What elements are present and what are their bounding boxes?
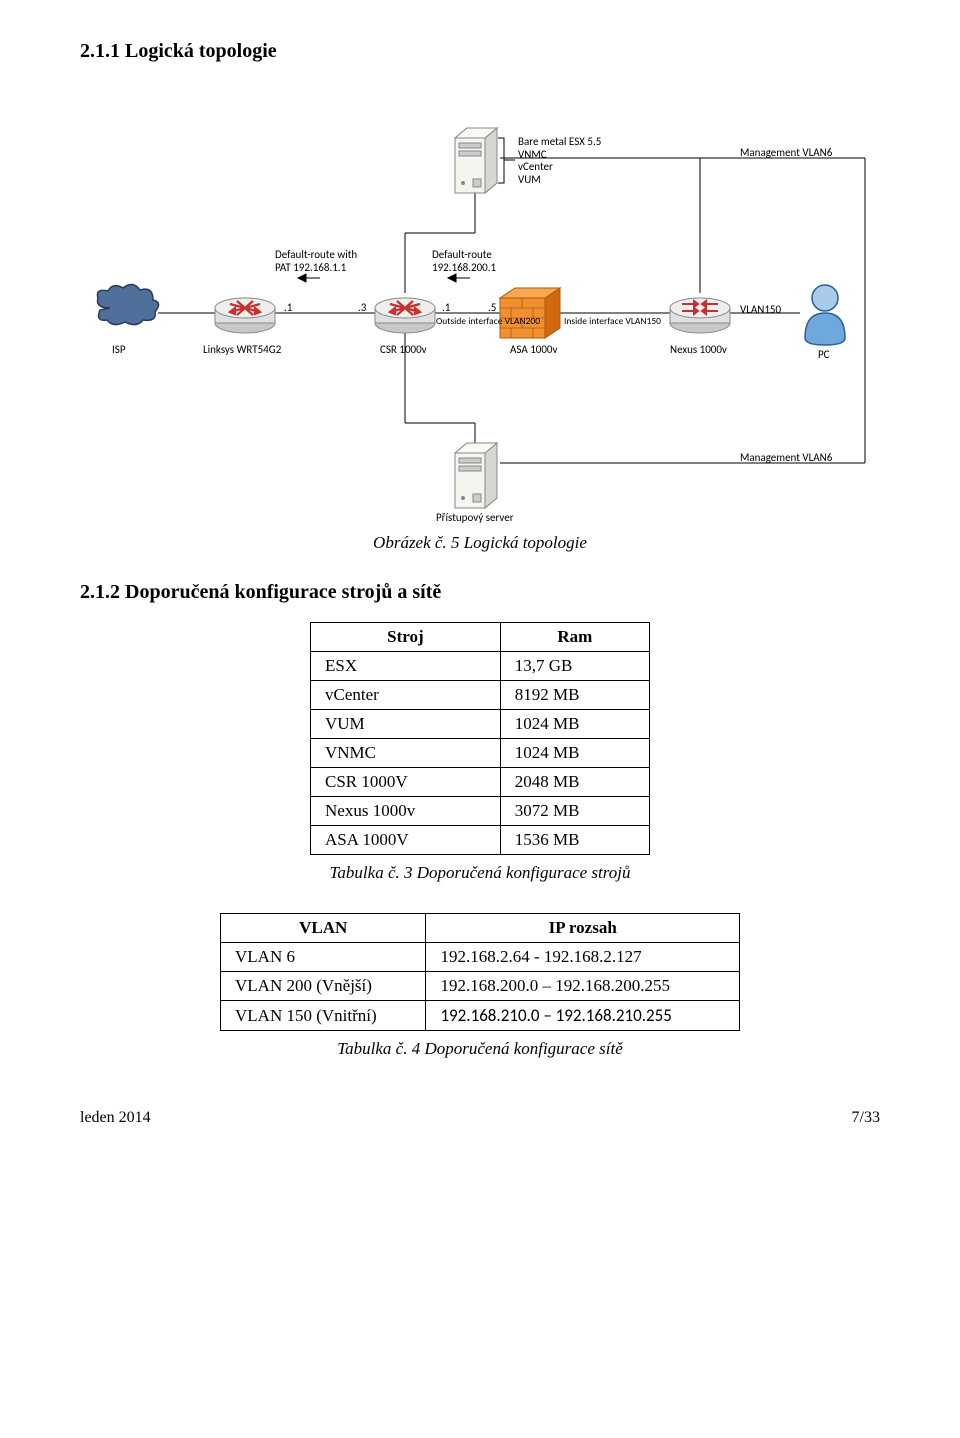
table-header: Stroj — [311, 623, 501, 652]
label-d3: .3 — [358, 301, 366, 314]
table-cell: VLAN 6 — [221, 943, 426, 972]
table2-caption: Tabulka č. 4 Doporučená konfigurace sítě — [80, 1039, 880, 1059]
label-d1: .1 — [284, 301, 292, 314]
label-pc: PC — [818, 348, 830, 361]
table-cell: 192.168.200.0 – 192.168.200.255 — [426, 972, 740, 1001]
table-cell: ASA 1000V — [311, 826, 501, 855]
label-asa: ASA 1000v — [510, 343, 557, 356]
table-cell: VNMC — [311, 739, 501, 768]
table-vlan-config: VLAN IP rozsah VLAN 6192.168.2.64 - 192.… — [220, 913, 740, 1031]
label-nexus: Nexus 1000v — [670, 343, 727, 356]
table-cell: 192.168.210.0 – 192.168.210.255 — [426, 1001, 740, 1031]
footer-date: leden 2014 — [80, 1109, 151, 1127]
table-cell: 192.168.2.64 - 192.168.2.127 — [426, 943, 740, 972]
topology-diagram: ISP Linksys WRT54G2 CSR 1000v ASA 1000v … — [80, 83, 880, 523]
table-cell: 3072 MB — [500, 797, 649, 826]
label-server-stack: Bare metal ESX 5.5 VNMC vCenter VUM — [518, 136, 601, 187]
table-cell: vCenter — [311, 681, 501, 710]
table-cell: ESX — [311, 652, 501, 681]
label-isp: ISP — [112, 343, 126, 356]
label-access-server: Přístupový server — [436, 511, 514, 524]
label-linksys: Linksys WRT54G2 — [203, 343, 281, 356]
table-machine-config: Stroj Ram ESX13,7 GB vCenter8192 MB VUM1… — [310, 622, 650, 855]
label-mgmt1: Management VLAN6 — [740, 146, 832, 159]
label-inside: Inside interface VLAN150 — [564, 315, 661, 327]
label-csr: CSR 1000v — [380, 343, 427, 356]
table1-caption: Tabulka č. 3 Doporučená konfigurace stro… — [80, 863, 880, 883]
table-cell: Nexus 1000v — [311, 797, 501, 826]
label-default-route: Default-route 192.168.200.1 — [432, 248, 496, 274]
table-cell: 1536 MB — [500, 826, 649, 855]
table-cell: 8192 MB — [500, 681, 649, 710]
table-cell: 1024 MB — [500, 739, 649, 768]
table-header: VLAN — [221, 914, 426, 943]
table-cell: VLAN 200 (Vnější) — [221, 972, 426, 1001]
table-cell: VUM — [311, 710, 501, 739]
label-outside: Outside interface VLAN200 — [436, 315, 540, 327]
table-cell: 2048 MB — [500, 768, 649, 797]
figure-caption: Obrázek č. 5 Logická topologie — [80, 533, 880, 553]
table-cell: CSR 1000V — [311, 768, 501, 797]
section-heading-2: 2.1.2 Doporučená konfigurace strojů a sí… — [80, 581, 880, 604]
table-cell: 1024 MB — [500, 710, 649, 739]
label-d5: .5 — [488, 301, 496, 314]
label-d1b: .1 — [442, 301, 450, 314]
label-mgmt2: Management VLAN6 — [740, 451, 832, 464]
table-cell: 13,7 GB — [500, 652, 649, 681]
label-default-pat: Default-route with PAT 192.168.1.1 — [275, 248, 357, 274]
table-header: IP rozsah — [426, 914, 740, 943]
table-header: Ram — [500, 623, 649, 652]
footer-page: 7/33 — [852, 1109, 880, 1127]
label-vlan150: VLAN150 — [740, 303, 781, 316]
table-cell: VLAN 150 (Vnitřní) — [221, 1001, 426, 1031]
section-heading-1: 2.1.1 Logická topologie — [80, 40, 880, 63]
page-footer: leden 2014 7/33 — [80, 1109, 880, 1127]
